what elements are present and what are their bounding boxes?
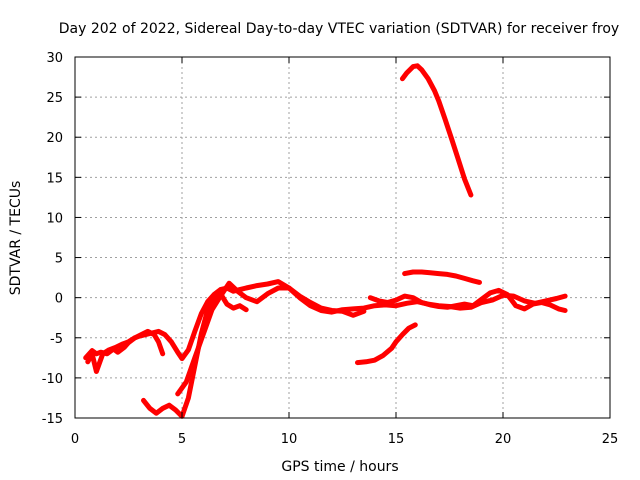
x-tick-label: 15 xyxy=(388,432,405,447)
x-tick-label: 5 xyxy=(178,432,186,447)
y-tick-label: -15 xyxy=(42,412,63,427)
series-line-track-3 xyxy=(141,291,249,419)
series-line-track-8 xyxy=(367,287,568,313)
series-line-track-4 xyxy=(175,280,367,397)
series-line-track-2 xyxy=(85,328,166,374)
y-tick-label: 20 xyxy=(46,131,63,146)
y-tick-labels: -15 -10 -5 0 5 10 15 20 25 30 xyxy=(42,51,63,427)
x-axis-label: GPS time / hours xyxy=(281,459,398,475)
series-line-track-5 xyxy=(399,63,474,198)
y-tick-label: 30 xyxy=(46,51,63,66)
x-tick-label: 25 xyxy=(602,432,619,447)
x-tick-label: 0 xyxy=(71,432,79,447)
plot-frame xyxy=(74,56,611,419)
x-tick-labels: 0 5 10 15 20 25 xyxy=(71,432,618,447)
chart-title: Day 202 of 2022, Sidereal Day-to-day VTE… xyxy=(59,21,619,37)
y-tick-label: 5 xyxy=(55,252,63,267)
y-tick-label: -5 xyxy=(50,332,63,347)
y-tick-label: -10 xyxy=(42,372,63,387)
x-tick-label: 20 xyxy=(495,432,512,447)
y-tick-label: 0 xyxy=(55,292,63,307)
grid-lines xyxy=(75,57,610,418)
series-line-track-6 xyxy=(402,269,482,285)
y-tick-label: 25 xyxy=(46,91,63,106)
data-series xyxy=(83,63,568,419)
y-axis-label: SDTVAR / TECUs xyxy=(8,181,24,296)
series-line-track-7 xyxy=(355,322,418,366)
y-tick-label: 10 xyxy=(46,211,63,226)
y-tick-label: 15 xyxy=(46,171,63,186)
axis-ticks xyxy=(74,56,611,419)
x-tick-label: 10 xyxy=(281,432,298,447)
